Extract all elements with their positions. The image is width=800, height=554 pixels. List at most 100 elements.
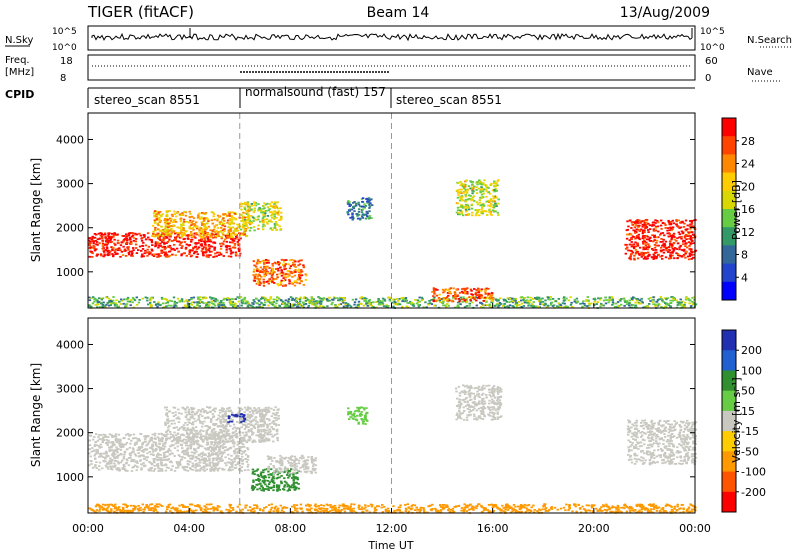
power-cell: [281, 302, 285, 305]
power-cell: [598, 298, 602, 301]
power-cell: [460, 290, 464, 293]
power-cell: [351, 213, 354, 216]
power-cell: [257, 273, 261, 276]
power-cell: [88, 304, 91, 306]
power-cell: [204, 234, 207, 236]
velocity-cell: [104, 460, 107, 463]
velocity-cell: [190, 436, 193, 439]
power-cell: [475, 289, 478, 291]
power-cell: [349, 204, 352, 206]
power-cell: [360, 296, 363, 298]
velocity-cell: [191, 440, 194, 443]
power-cell: [297, 260, 300, 263]
power-cell: [157, 244, 161, 247]
velocity-cell: [123, 443, 126, 446]
power-cell: [683, 248, 686, 251]
power-cell: [645, 226, 649, 228]
power-cell: [169, 247, 172, 249]
power-cell: [489, 198, 493, 200]
power-cell: [262, 278, 265, 281]
velocity-cell: [114, 437, 118, 440]
power-cell: [132, 298, 136, 300]
velocity-cell: [229, 409, 232, 412]
power-cell: [471, 214, 474, 217]
power-cell: [166, 241, 169, 243]
power-ytick-label-0: 1000: [56, 266, 84, 279]
power-cell: [424, 301, 427, 304]
power-cell: [594, 298, 597, 301]
velocity-cell: [215, 453, 218, 456]
power-cell: [255, 302, 258, 304]
power-cell: [649, 300, 652, 302]
power-cell: [266, 206, 270, 209]
power-cell: [359, 302, 363, 305]
power-cell: [125, 305, 128, 307]
power-cell: [183, 234, 186, 236]
power-cell: [261, 297, 264, 300]
power-cell: [484, 188, 488, 191]
power-cell: [220, 245, 223, 248]
power-cell: [230, 238, 233, 240]
power-cell: [267, 261, 270, 264]
power-cell: [460, 298, 464, 301]
power-cell: [253, 280, 256, 282]
power-cell: [566, 305, 569, 308]
power-cell: [245, 209, 248, 212]
power-cell: [204, 226, 207, 228]
power-cell: [284, 305, 288, 307]
power-cell: [342, 305, 346, 308]
power-cell: [480, 197, 484, 199]
power-cell: [192, 296, 196, 299]
power-cell: [166, 219, 169, 221]
power-cell: [151, 249, 154, 252]
power-cell: [278, 305, 282, 308]
power-cell: [283, 268, 286, 271]
power-cell: [105, 246, 109, 249]
power-cell: [165, 210, 168, 212]
velocity-cell: [173, 406, 177, 409]
power-cell: [189, 219, 192, 222]
power-cell: [667, 246, 671, 248]
velocity-cell: [210, 418, 213, 420]
power-cell: [368, 205, 372, 208]
velocity-cell: [264, 413, 268, 416]
velocity-cell: [152, 470, 156, 472]
power-cell: [265, 281, 268, 283]
velocity-cell: [151, 433, 154, 436]
velocity-cell: [207, 452, 211, 455]
power-cell: [556, 305, 559, 308]
power-cell: [365, 300, 368, 303]
power-cell: [116, 233, 119, 236]
velocity-cell: [201, 415, 204, 417]
power-cell: [164, 302, 167, 305]
power-cell: [470, 296, 473, 298]
power-cell: [667, 304, 670, 306]
power-cell: [668, 257, 671, 260]
power-cell: [132, 237, 136, 239]
power-cell: [264, 298, 267, 301]
velocity-cell: [232, 445, 236, 448]
power-cell: [264, 301, 267, 304]
power-cell: [116, 239, 120, 242]
power-cell: [633, 254, 636, 257]
velocity-cell: [111, 468, 114, 471]
station-title: TIGER (fitACF): [87, 3, 194, 21]
power-cell: [459, 209, 462, 212]
power-cell: [668, 229, 671, 232]
power-cell: [153, 221, 157, 223]
velocity-cell: [202, 411, 206, 414]
velocity-cell: [208, 436, 211, 439]
power-cell: [285, 273, 288, 276]
power-cell: [497, 179, 500, 181]
power-cell: [276, 262, 279, 265]
power-cell: [168, 222, 171, 224]
velocity-cell: [202, 440, 205, 443]
power-cell: [460, 211, 463, 214]
power-cell: [427, 302, 430, 305]
power-cell: [643, 240, 647, 243]
velocity-cell: [212, 464, 215, 467]
velocity-cell: [157, 452, 160, 455]
power-cell: [494, 187, 497, 190]
power-cell: [456, 301, 460, 304]
power-cell: [298, 273, 301, 276]
